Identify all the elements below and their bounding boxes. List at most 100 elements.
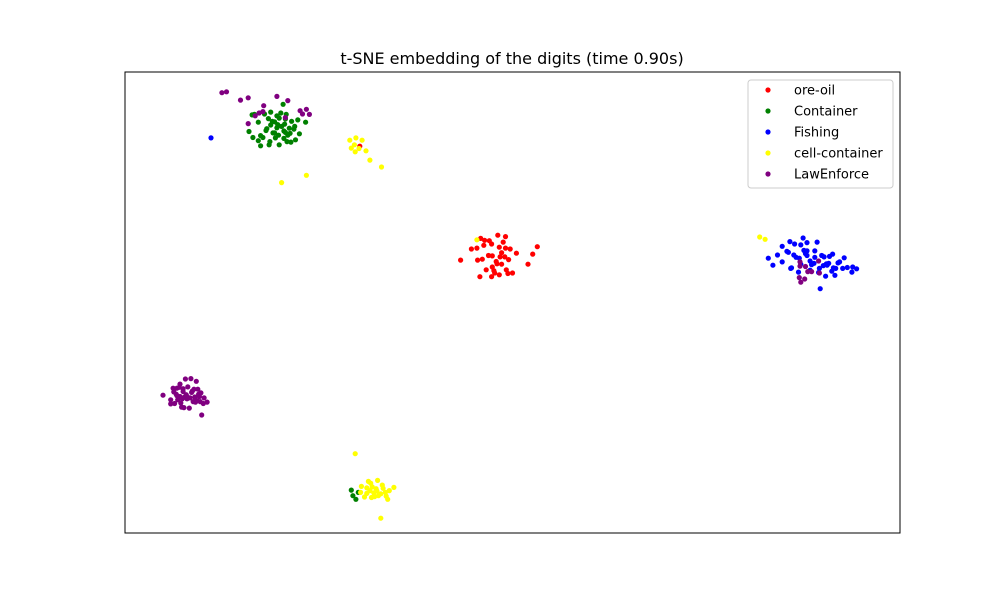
- data-point: [188, 376, 194, 382]
- data-point: [823, 273, 829, 279]
- legend-box: [747, 79, 894, 189]
- data-point: [369, 484, 375, 490]
- data-point: [525, 261, 531, 267]
- data-point: [268, 122, 274, 128]
- data-point: [263, 127, 269, 134]
- data-point: [282, 115, 288, 121]
- data-point: [491, 268, 497, 274]
- data-point: [477, 274, 483, 280]
- legend-item: LawEnforce: [765, 168, 869, 183]
- data-point: [351, 142, 357, 148]
- data-point: [356, 145, 362, 152]
- data-point: [804, 240, 810, 246]
- data-point: [174, 385, 180, 391]
- data-point: [281, 135, 287, 141]
- data-point: [509, 270, 516, 276]
- data-point: [180, 386, 186, 392]
- data-point: [168, 397, 174, 403]
- data-point: [797, 263, 803, 269]
- data-point: [380, 485, 386, 491]
- data-point: [779, 259, 785, 265]
- data-point: [774, 252, 781, 258]
- data-point: [208, 135, 214, 141]
- data-point: [299, 111, 306, 117]
- data-point: [303, 106, 309, 112]
- data-point: [190, 399, 196, 405]
- data-point: [171, 389, 177, 395]
- data-point: [196, 393, 202, 400]
- data-point: [276, 142, 282, 148]
- data-point: [496, 272, 502, 278]
- series-ore-oil: [357, 143, 540, 280]
- data-point: [757, 234, 763, 240]
- data-point: [479, 256, 485, 262]
- data-point: [765, 255, 771, 261]
- data-point: [189, 388, 195, 394]
- data-point: [279, 180, 285, 186]
- data-point: [802, 276, 808, 282]
- data-point: [181, 405, 187, 411]
- data-point: [270, 130, 276, 136]
- data-point: [495, 232, 501, 238]
- data-point: [365, 478, 371, 484]
- data-point: [500, 239, 506, 245]
- data-point: [193, 378, 199, 384]
- data-point: [348, 145, 354, 151]
- data-point: [391, 484, 397, 490]
- legend-label: ore-oil: [794, 84, 835, 99]
- legend-item: Fishing: [765, 126, 839, 141]
- points-layer: [160, 89, 860, 521]
- data-point: [788, 265, 794, 271]
- data-point: [795, 269, 802, 275]
- data-point: [252, 113, 258, 119]
- data-point: [458, 257, 464, 263]
- data-point: [359, 137, 365, 143]
- data-point: [824, 262, 830, 268]
- data-point: [804, 252, 810, 259]
- data-point: [770, 262, 776, 268]
- legend-label: Fishing: [794, 126, 839, 141]
- data-point: [833, 265, 839, 271]
- data-point: [849, 269, 855, 275]
- data-point: [347, 137, 353, 143]
- data-point: [303, 119, 309, 125]
- data-point: [493, 258, 499, 265]
- data-point: [507, 246, 513, 252]
- data-point: [499, 261, 505, 267]
- data-point: [350, 493, 356, 499]
- legend-marker: [765, 108, 771, 114]
- data-point: [282, 129, 288, 135]
- data-point: [475, 257, 481, 263]
- data-point: [274, 93, 280, 99]
- data-point: [200, 400, 206, 407]
- data-point: [292, 137, 299, 143]
- data-point: [237, 97, 244, 103]
- data-point: [809, 269, 815, 275]
- data-point: [796, 275, 802, 281]
- data-point: [286, 125, 292, 131]
- data-point: [474, 245, 480, 251]
- data-point: [502, 245, 509, 251]
- data-point: [497, 254, 503, 260]
- data-point: [199, 412, 205, 418]
- data-point: [287, 130, 293, 136]
- data-point: [499, 250, 505, 256]
- data-point: [854, 266, 860, 272]
- data-point: [295, 117, 301, 123]
- data-point: [245, 121, 251, 127]
- series-cell-container: [279, 135, 768, 521]
- legend-item: cell-container: [765, 147, 883, 162]
- data-point: [292, 123, 298, 129]
- data-point: [378, 515, 384, 521]
- data-point: [483, 267, 489, 273]
- data-point: [258, 143, 264, 149]
- data-point: [282, 121, 288, 127]
- data-point: [352, 149, 358, 155]
- data-point: [812, 254, 818, 260]
- data-point: [816, 270, 823, 276]
- data-point: [358, 483, 364, 489]
- data-point: [530, 251, 536, 257]
- data-point: [844, 264, 850, 271]
- data-point: [183, 392, 189, 398]
- series-fishing: [208, 135, 860, 292]
